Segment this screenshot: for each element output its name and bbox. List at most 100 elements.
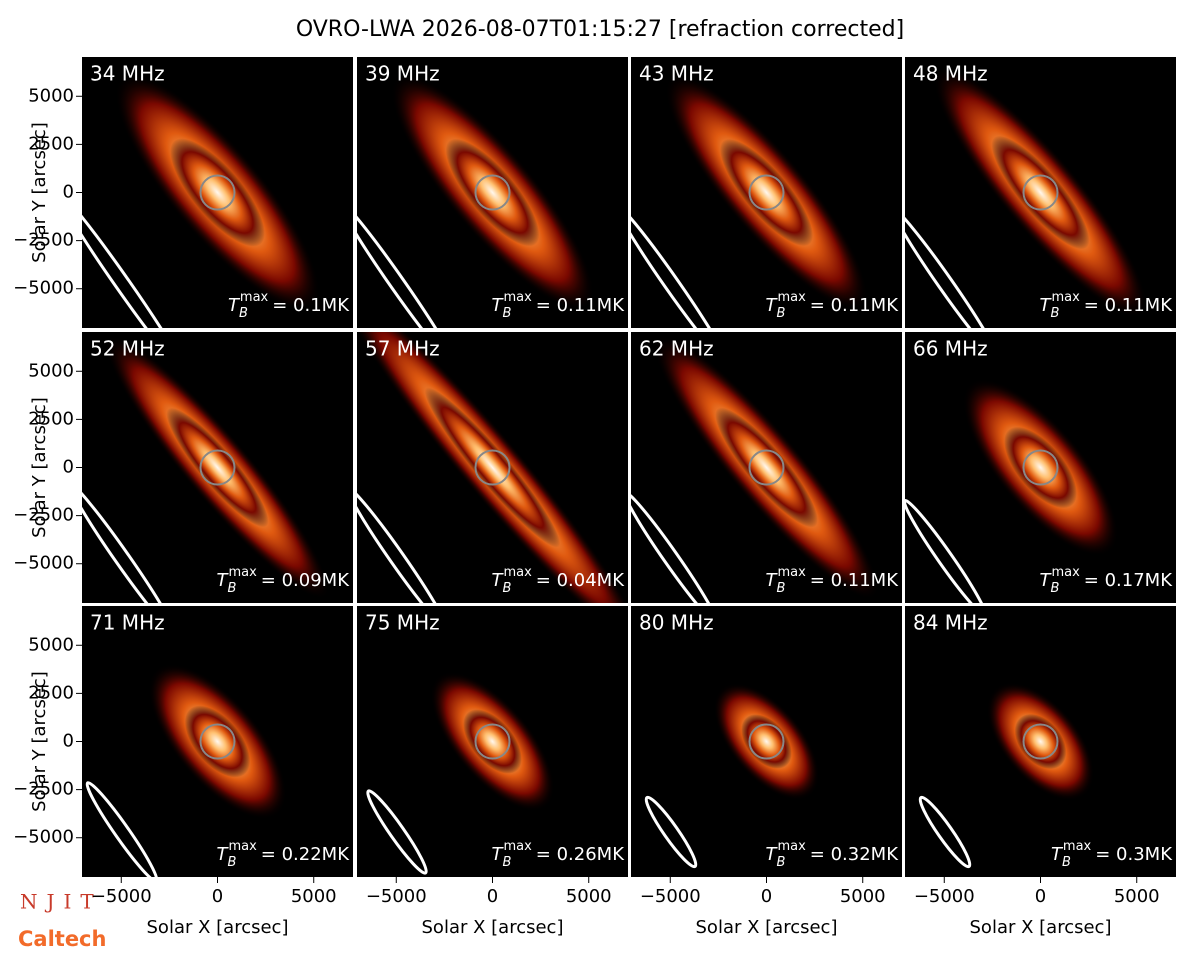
tmax-sup: max: [1051, 565, 1080, 580]
x-tick-label: 0: [212, 886, 223, 907]
y-tick-label: 0: [63, 731, 74, 752]
x-tick-label: −5000: [366, 886, 427, 907]
tmax-label: TBmax = 0.26MK: [492, 839, 626, 870]
frequency-label: 39 MHz: [365, 62, 440, 86]
tmax-label: TBmax = 0.04MK: [492, 565, 626, 596]
solar-disk: [474, 174, 511, 211]
y-tick-label: 5000: [28, 634, 74, 655]
solar-disk: [199, 449, 236, 486]
title: OVRO-LWA 2026-08-07T01:15:27 [refraction…: [296, 17, 904, 42]
solar-disk: [1022, 174, 1059, 211]
emission-core: [424, 387, 561, 548]
tmax-value: = 0.17MK: [1084, 570, 1173, 591]
beam: [357, 199, 457, 328]
beam: [357, 486, 448, 603]
tmax-sup: max: [1063, 839, 1092, 854]
emission-core: [1004, 426, 1077, 509]
tmax-sup: max: [503, 565, 532, 580]
x-tick-label: 5000: [291, 886, 337, 907]
beam: [644, 795, 698, 869]
x-tick-label: 0: [487, 886, 498, 907]
panel: [905, 332, 1176, 603]
emission-core: [166, 407, 269, 528]
logo-njit: NJIT: [20, 890, 103, 914]
y-tick-label: 2500: [28, 682, 74, 703]
frequency-label: 66 MHz: [913, 337, 988, 361]
y-tick-label: 0: [63, 457, 74, 478]
tmax-symbol: T: [228, 295, 241, 316]
tmax-sup: max: [228, 839, 257, 854]
frequency-label: 71 MHz: [90, 611, 165, 635]
tmax-symbol: T: [217, 844, 230, 865]
tmax-sup: max: [1051, 290, 1080, 305]
tmax-sub: B: [777, 855, 786, 870]
tmax-symbol: T: [766, 570, 779, 591]
x-tick-label: −5000: [640, 886, 701, 907]
solar-disk: [474, 449, 511, 486]
tmax-symbol: T: [492, 295, 505, 316]
tmax-label: TBmax = 0.3MK: [1051, 839, 1173, 870]
y-axis-label: Solar Y [arcsec]: [29, 122, 50, 263]
x-tick-label: 0: [761, 886, 772, 907]
tmax-value: = 0.11MK: [810, 570, 899, 591]
y-tick-label: 2500: [28, 133, 74, 154]
panel: [82, 57, 353, 328]
tmax-sub: B: [239, 306, 248, 321]
tmax-symbol: T: [492, 570, 505, 591]
tmax-label: TBmax = 0.22MK: [217, 839, 351, 870]
solar-disk: [1022, 723, 1059, 760]
tmax-symbol: T: [1040, 295, 1053, 316]
tmax-value: = 0.3MK: [1095, 844, 1173, 865]
tmax-sub: B: [503, 855, 512, 870]
tmax-value: = 0.22MK: [261, 844, 350, 865]
panel: [631, 606, 902, 877]
frequency-label: 48 MHz: [913, 62, 988, 86]
x-axis-label: Solar X [arcsec]: [970, 917, 1112, 938]
frequency-label: 62 MHz: [639, 337, 714, 361]
tmax-symbol: T: [766, 295, 779, 316]
y-tick-label: −5000: [13, 553, 74, 574]
beam: [85, 781, 159, 877]
solar-disk: [748, 449, 785, 486]
beam: [905, 207, 999, 328]
emission-core: [463, 709, 522, 774]
emission-core: [741, 714, 792, 769]
tmax-sup: max: [777, 290, 806, 305]
panel: [82, 606, 353, 877]
frequency-label: 43 MHz: [639, 62, 714, 86]
y-tick-label: −2500: [13, 779, 74, 800]
tmax-sup: max: [240, 290, 269, 305]
tmax-sup: max: [228, 565, 257, 580]
y-axis-label: Solar Y [arcsec]: [29, 671, 50, 812]
beam: [918, 795, 972, 869]
x-axis-label: Solar X [arcsec]: [422, 917, 564, 938]
y-tick-label: −5000: [13, 278, 74, 299]
beam: [82, 191, 187, 328]
tmax-label: TBmax = 0.11MK: [1040, 290, 1174, 321]
tmax-value: = 0.11MK: [1084, 295, 1173, 316]
emission-core: [184, 705, 251, 778]
x-axis-label: Solar X [arcsec]: [147, 917, 289, 938]
y-tick-label: 0: [63, 182, 74, 203]
panel: [631, 57, 902, 328]
y-axis-label: Solar Y [arcsec]: [29, 397, 50, 538]
tmax-symbol: T: [1051, 844, 1064, 865]
frequency-label: 52 MHz: [90, 337, 165, 361]
beam: [631, 490, 719, 603]
tmax-sup: max: [503, 290, 532, 305]
y-tick-label: 5000: [28, 85, 74, 106]
beam: [82, 482, 176, 603]
tmax-sub: B: [1062, 855, 1071, 870]
emission-core: [1014, 713, 1067, 770]
tmax-value: = 0.32MK: [810, 844, 899, 865]
x-tick-label: 5000: [1114, 886, 1160, 907]
x-tick-label: 0: [1035, 886, 1046, 907]
frequency-label: 75 MHz: [365, 611, 440, 635]
frequency-label: 34 MHz: [90, 62, 165, 86]
panel: [357, 57, 628, 328]
tmax-symbol: T: [1040, 570, 1053, 591]
tmax-sup: max: [777, 839, 806, 854]
beam: [366, 789, 428, 875]
emission-core: [991, 135, 1090, 250]
